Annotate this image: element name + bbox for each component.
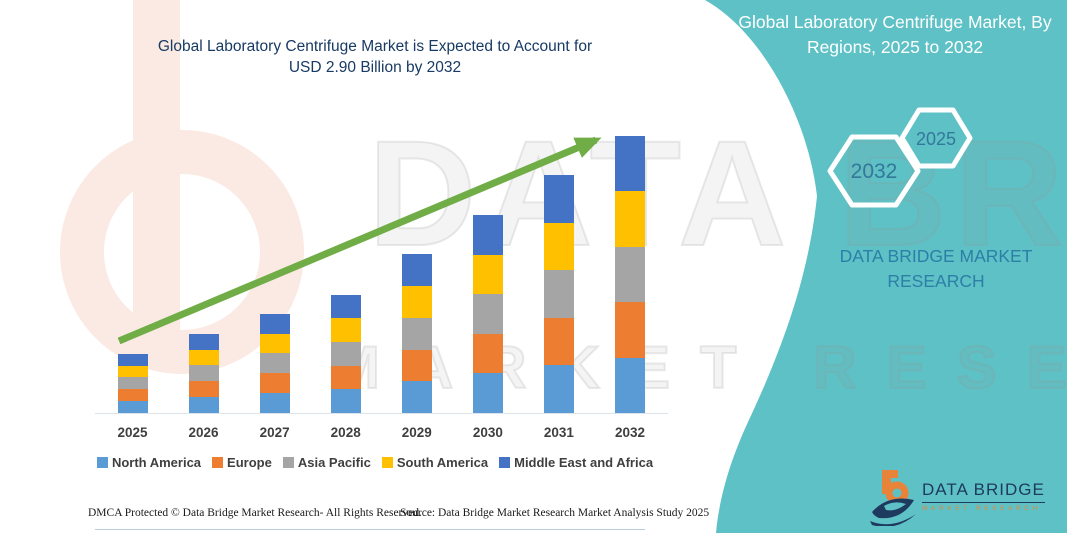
legend-swatch-asia-pacific bbox=[282, 457, 294, 468]
legend-item-asia-pacific: Asia Pacific bbox=[282, 455, 371, 470]
x-axis-label-2027: 2027 bbox=[259, 425, 290, 440]
chart-title-line2: USD 2.90 Billion by 2032 bbox=[288, 59, 462, 76]
bar-segment-2027-europe bbox=[259, 373, 290, 394]
bar-segment-2025-europe bbox=[117, 389, 148, 402]
legend-swatch-middle-east-and-africa bbox=[499, 457, 511, 468]
bar-segment-2030-asia-pacific bbox=[472, 294, 503, 334]
footer-underline bbox=[95, 529, 645, 530]
bar-segment-2026-north-america bbox=[188, 397, 219, 413]
hexagon-2025-label: 2025 bbox=[916, 129, 956, 149]
bar-segment-2029-europe bbox=[401, 349, 432, 382]
brand-logo-tagline: MARKET RESEARCH bbox=[922, 505, 1041, 512]
bar-segment-2030-south-america bbox=[472, 254, 503, 295]
bar-segment-2032-south-america bbox=[614, 191, 645, 247]
bar-segment-2031-south-america bbox=[543, 222, 574, 271]
bar-segment-2029-middle-east-and-africa bbox=[401, 254, 432, 287]
bar-segment-2029-north-america bbox=[401, 381, 432, 413]
bar-segment-2027-south-america bbox=[259, 333, 290, 354]
bar-segment-2032-north-america bbox=[614, 357, 645, 413]
chart-title-line1: Global Laboratory Centrifuge Market is E… bbox=[157, 38, 593, 55]
legend-label-europe: Europe bbox=[227, 455, 272, 470]
hexagon-2025 bbox=[899, 107, 973, 169]
bar-segment-2030-europe bbox=[472, 333, 503, 374]
bar-segment-2026-europe bbox=[188, 381, 219, 398]
bar-segment-2030-middle-east-and-africa bbox=[472, 215, 503, 255]
bar-segment-2028-south-america bbox=[330, 318, 361, 342]
bar-segment-2032-middle-east-and-africa bbox=[614, 136, 645, 192]
legend-item-europe: Europe bbox=[212, 455, 272, 470]
bar-segment-2025-asia-pacific bbox=[117, 377, 148, 390]
x-axis-label-2026: 2026 bbox=[188, 425, 219, 440]
footer-copyright: DMCA Protected © Data Bridge Market Rese… bbox=[88, 507, 422, 519]
legend-swatch-north-america bbox=[96, 457, 108, 468]
x-axis-line bbox=[95, 413, 668, 414]
bar-segment-2026-middle-east-and-africa bbox=[188, 333, 219, 350]
footer-source: Source: Data Bridge Market Research Mark… bbox=[400, 507, 710, 519]
hexagon-2032 bbox=[827, 134, 921, 208]
bar-segment-2025-south-america bbox=[117, 365, 148, 378]
bar-segment-2028-europe bbox=[330, 365, 361, 390]
bar-segment-2029-asia-pacific bbox=[401, 317, 432, 350]
legend-item-middle-east-and-africa: Middle East and Africa bbox=[499, 455, 653, 470]
legend-label-middle-east-and-africa: Middle East and Africa bbox=[514, 455, 654, 470]
side-panel-brand-text: DATA BRIDGE MARKET RESEARCH bbox=[839, 246, 1033, 291]
legend-label-south-america: South America bbox=[396, 455, 489, 470]
bar-segment-2028-middle-east-and-africa bbox=[330, 294, 361, 319]
x-axis-label-2028: 2028 bbox=[330, 425, 361, 440]
hexagon-2032-label: 2032 bbox=[851, 160, 898, 183]
legend-item-north-america: North America bbox=[96, 455, 202, 470]
bar-segment-2027-north-america bbox=[259, 393, 290, 413]
bar-segment-2031-north-america bbox=[543, 365, 574, 413]
brand-logo-icon bbox=[870, 470, 916, 526]
side-panel-title: Global Laboratory Centrifuge Market, By … bbox=[738, 12, 1052, 57]
legend-item-south-america: South America bbox=[381, 455, 489, 470]
bar-segment-2029-south-america bbox=[401, 286, 432, 318]
bar-segment-2028-north-america bbox=[330, 389, 361, 413]
x-axis-label-2025: 2025 bbox=[117, 425, 148, 440]
brand-logo-name: DATA BRIDGE bbox=[922, 480, 1045, 503]
legend-swatch-south-america bbox=[381, 457, 393, 468]
x-axis-label-2032: 2032 bbox=[614, 425, 645, 440]
legend-label-north-america: North America bbox=[111, 455, 202, 470]
x-axis-label-2030: 2030 bbox=[472, 425, 503, 440]
legend-label-asia-pacific: Asia Pacific bbox=[297, 455, 371, 470]
x-axis-label-2031: 2031 bbox=[543, 425, 574, 440]
chart-legend: North America Europe Asia Pacific South Ame… bbox=[80, 455, 670, 470]
bar-segment-2031-middle-east-and-africa bbox=[543, 175, 574, 223]
x-axis-label-2029: 2029 bbox=[401, 425, 432, 440]
legend-swatch-europe bbox=[212, 457, 224, 468]
bar-segment-2032-asia-pacific bbox=[614, 246, 645, 303]
chart-title: Global Laboratory Centrifuge Market is E… bbox=[85, 36, 665, 78]
bar-segment-2032-europe bbox=[614, 302, 645, 358]
bar-segment-2031-europe bbox=[543, 317, 574, 366]
bar-segment-2031-asia-pacific bbox=[543, 270, 574, 318]
bar-segment-2025-north-america bbox=[117, 401, 148, 413]
bar-segment-2026-asia-pacific bbox=[188, 365, 219, 382]
bar-segment-2025-middle-east-and-africa bbox=[117, 353, 148, 366]
bar-segment-2027-asia-pacific bbox=[259, 353, 290, 374]
bar-segment-2026-south-america bbox=[188, 349, 219, 366]
bar-segment-2027-middle-east-and-africa bbox=[259, 313, 290, 334]
side-panel-shape bbox=[705, 0, 1067, 533]
bar-segment-2030-north-america bbox=[472, 373, 503, 413]
bar-segment-2028-asia-pacific bbox=[330, 341, 361, 366]
